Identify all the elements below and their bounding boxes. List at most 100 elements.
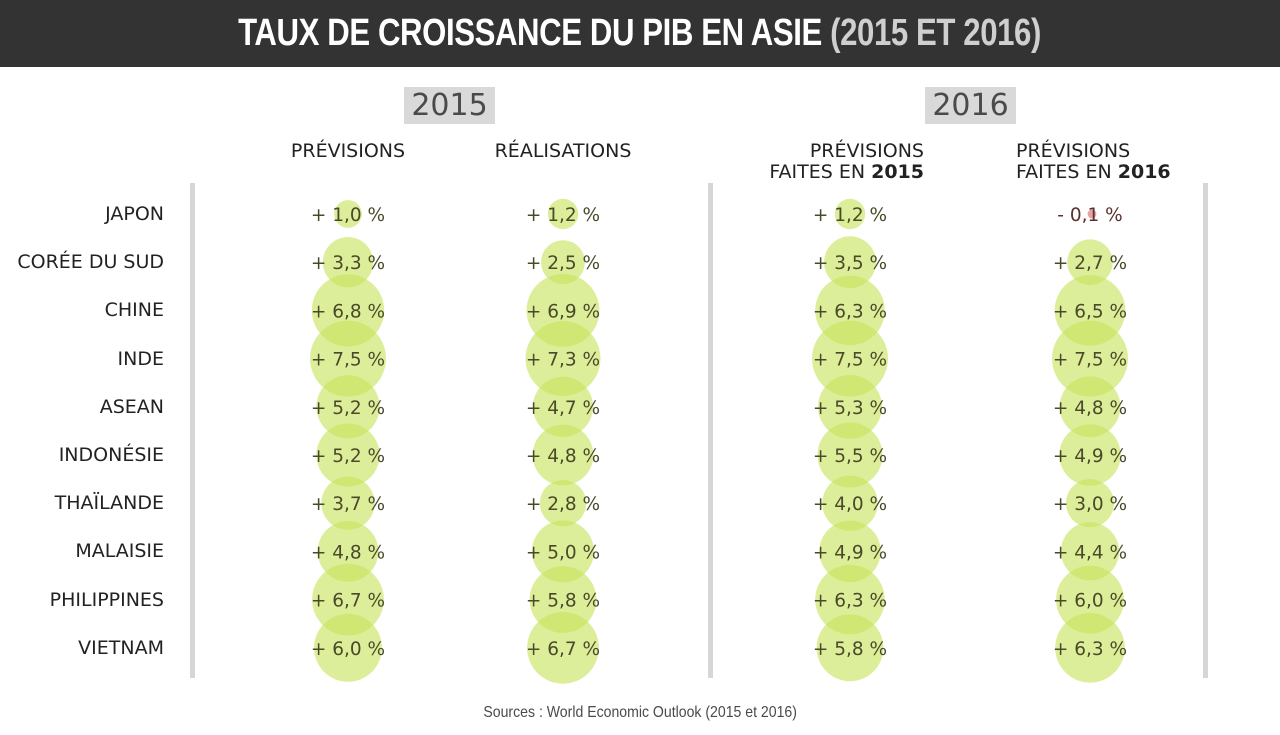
bubble-mark bbox=[1060, 522, 1120, 581]
column-header-year: 2016 bbox=[1117, 161, 1171, 183]
data-label: + 6,3 % bbox=[1053, 639, 1127, 660]
data-label: + 1,2 % bbox=[813, 205, 887, 226]
title-bar: TAUX DE CROISSANCE DU PIB EN ASIE (2015 … bbox=[0, 0, 1280, 67]
bubble-mark bbox=[812, 320, 888, 397]
data-label: + 6,8 % bbox=[311, 301, 385, 322]
data-label: + 6,3 % bbox=[813, 301, 887, 322]
row-label: THAÏLANDE bbox=[54, 492, 164, 515]
bubble-mark bbox=[1065, 479, 1115, 528]
column-header-line2: FAITES EN 2015 bbox=[769, 162, 924, 183]
bubble-mark bbox=[334, 200, 362, 228]
bubble-mark bbox=[1067, 239, 1113, 285]
data-label: + 3,0 % bbox=[1053, 494, 1127, 515]
column-header-prefix: FAITES EN bbox=[1016, 161, 1118, 183]
column-header-previsions-faites-2015: PRÉVISIONS FAITES EN 2015 bbox=[769, 141, 924, 183]
row-label: CORÉE DU SUD bbox=[17, 251, 164, 274]
data-label: + 4,8 % bbox=[311, 542, 385, 563]
column-header-year: 2015 bbox=[871, 161, 924, 183]
bubble-mark bbox=[316, 423, 380, 487]
column-header-line1: PRÉVISIONS bbox=[1016, 140, 1131, 162]
bubble-mark bbox=[1055, 612, 1125, 683]
data-label: + 3,5 % bbox=[813, 253, 887, 274]
data-label: + 7,3 % bbox=[526, 350, 600, 371]
data-label: + 5,8 % bbox=[526, 591, 600, 612]
data-label: + 6,5 % bbox=[1053, 301, 1127, 322]
divider-middle bbox=[708, 183, 713, 678]
bubble-mark bbox=[539, 479, 587, 527]
bubble-mark bbox=[322, 236, 374, 288]
bubble-mark bbox=[532, 424, 594, 486]
bubble-mark bbox=[312, 563, 384, 636]
row-label: JAPON bbox=[105, 203, 164, 225]
bubble-mark bbox=[819, 520, 881, 583]
bubble-mark bbox=[532, 376, 594, 437]
row-label: INDE bbox=[117, 347, 164, 370]
divider-right bbox=[1203, 183, 1208, 678]
bubble-mark bbox=[1052, 320, 1128, 397]
source-text: Sources : World Economic Outlook (2015 e… bbox=[483, 704, 797, 721]
bubble-mark bbox=[815, 564, 885, 635]
bubble-mark bbox=[316, 375, 380, 439]
chart-title: TAUX DE CROISSANCE DU PIB EN ASIE (2015 … bbox=[239, 12, 1042, 55]
data-label: + 5,2 % bbox=[311, 446, 385, 467]
chart-title-years: (2015 ET 2016) bbox=[830, 12, 1042, 54]
column-header-previsions-2015: PRÉVISIONS bbox=[290, 140, 406, 162]
column-header-line2: FAITES EN 2016 bbox=[1016, 162, 1171, 183]
bubble-mark bbox=[1059, 376, 1121, 438]
data-label: + 6,0 % bbox=[311, 639, 385, 660]
bubble-mark bbox=[817, 422, 883, 488]
row-label: CHINE bbox=[104, 299, 164, 322]
source-note: Sources : World Economic Outlook (2015 e… bbox=[0, 704, 1280, 722]
data-label: + 3,3 % bbox=[311, 253, 385, 274]
data-label: + 7,5 % bbox=[1053, 350, 1127, 371]
data-label: + 2,8 % bbox=[526, 494, 600, 515]
data-label: + 2,5 % bbox=[526, 253, 600, 274]
data-label: + 5,5 % bbox=[813, 446, 887, 467]
data-label: + 5,0 % bbox=[526, 542, 600, 563]
data-label: + 2,7 % bbox=[1053, 253, 1127, 274]
data-label: + 7,5 % bbox=[311, 350, 385, 371]
bubble-mark bbox=[824, 236, 876, 289]
data-label: + 1,0 % bbox=[311, 205, 385, 226]
bubble-mark bbox=[818, 374, 882, 439]
data-label: + 6,7 % bbox=[526, 639, 600, 660]
column-header-previsions-faites-2016: PRÉVISIONS FAITES EN 2016 bbox=[1016, 141, 1171, 183]
data-label: + 5,8 % bbox=[813, 639, 887, 660]
bubble-mark bbox=[321, 476, 375, 530]
data-label: + 7,5 % bbox=[813, 350, 887, 371]
data-label: + 4,8 % bbox=[1053, 398, 1127, 419]
data-label: + 6,0 % bbox=[1053, 591, 1127, 612]
row-label: VIETNAM bbox=[78, 636, 164, 659]
row-label: INDONÉSIE bbox=[58, 444, 164, 466]
data-label: + 6,3 % bbox=[813, 591, 887, 612]
row-label: PHILIPPINES bbox=[49, 588, 164, 611]
data-label: + 4,9 % bbox=[1053, 446, 1127, 467]
data-label: + 4,8 % bbox=[526, 446, 600, 467]
data-label: - 0,1 % bbox=[1057, 205, 1122, 226]
bubble-mark bbox=[531, 520, 595, 583]
column-header-line1: PRÉVISIONS bbox=[809, 140, 924, 162]
bubble-mark bbox=[317, 521, 379, 582]
row-label: MALAISIE bbox=[75, 540, 164, 563]
bubble-mark bbox=[310, 320, 386, 397]
data-label: + 4,4 % bbox=[1053, 542, 1127, 563]
data-label: + 5,2 % bbox=[311, 398, 385, 419]
bubble-mark bbox=[834, 198, 866, 230]
bubble-mark bbox=[1056, 565, 1124, 634]
data-label: + 4,0 % bbox=[813, 494, 887, 515]
bubble-mark bbox=[314, 613, 382, 682]
bubble-mark bbox=[1087, 209, 1097, 219]
column-header-realisations-2015: RÉALISATIONS bbox=[494, 140, 632, 162]
row-label: ASEAN bbox=[99, 395, 164, 418]
year-label-2016: 2016 bbox=[925, 87, 1016, 124]
bubble-mark bbox=[541, 240, 585, 285]
divider-left bbox=[190, 183, 195, 678]
data-label: + 4,7 % bbox=[526, 398, 600, 419]
data-label: + 6,7 % bbox=[311, 591, 385, 612]
data-label: + 5,3 % bbox=[813, 398, 887, 419]
data-label: + 4,9 % bbox=[813, 542, 887, 563]
bubble-mark bbox=[822, 475, 878, 531]
bubble-mark bbox=[547, 198, 579, 230]
data-label: + 6,9 % bbox=[526, 301, 600, 322]
